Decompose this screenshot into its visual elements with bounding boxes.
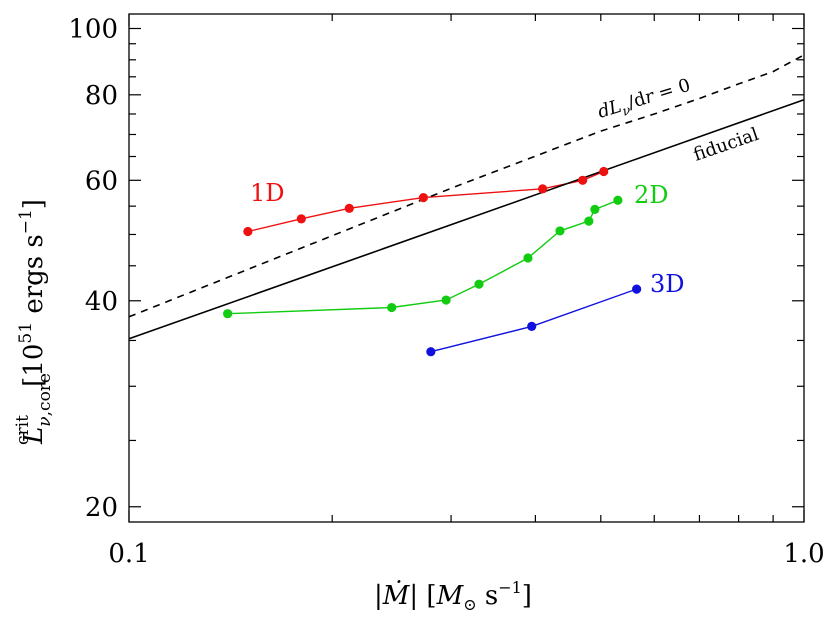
data-point-1d (418, 193, 429, 203)
series-line-fiducial (128, 98, 805, 340)
y-tick-label: 60 (85, 166, 118, 196)
y-tick-label: 20 (85, 493, 118, 523)
x-tick-label: 0.1 (108, 539, 149, 569)
series-lines (128, 54, 805, 353)
annotation-dldr: dLν/dr = 0 (595, 75, 694, 127)
annotation-fiducial: fiducial (691, 124, 762, 166)
x-tick-label: 1.0 (783, 539, 824, 569)
tick-labels: 0.1 1.0 20 40 60 80 100 (68, 14, 824, 569)
series-label-2d: 2D (634, 181, 669, 209)
y-tick-label: 40 (85, 287, 118, 317)
x-axis-title: |Ṁ| [M⊙ s−1] (374, 578, 532, 614)
data-point-2d (555, 226, 565, 236)
data-point-1d (243, 226, 253, 237)
series-label-1d: 1D (250, 179, 285, 207)
data-point-3d (527, 321, 537, 331)
data-point-2d (523, 253, 533, 263)
y-tick-label: 80 (85, 81, 118, 111)
data-point-2d (387, 302, 397, 313)
data-point-1d (538, 184, 548, 194)
data-point-3d (632, 284, 642, 294)
data-point-1d (599, 166, 609, 177)
y-axis-title: Lν,corecrit [1051 ergs s−1] (13, 199, 55, 445)
data-point-2d (223, 309, 233, 319)
data-point-3d (426, 347, 436, 357)
plot-frame (128, 13, 805, 523)
data-point-2d (474, 279, 484, 289)
data-point-2d (584, 216, 594, 226)
data-point-1d (578, 175, 588, 185)
series-label-3d: 3D (650, 270, 685, 298)
data-point-1d (296, 214, 306, 224)
series-line-2d (227, 199, 619, 315)
data-point-2d (590, 204, 600, 215)
axis-ticks (128, 14, 805, 522)
data-point-2d (441, 295, 451, 305)
series-line-dl-dr-0 (128, 54, 805, 318)
series-markers (223, 166, 642, 357)
series-line-3d (430, 288, 637, 353)
y-tick-label: 100 (68, 14, 118, 44)
data-point-1d (344, 203, 354, 213)
data-point-2d (613, 195, 623, 205)
